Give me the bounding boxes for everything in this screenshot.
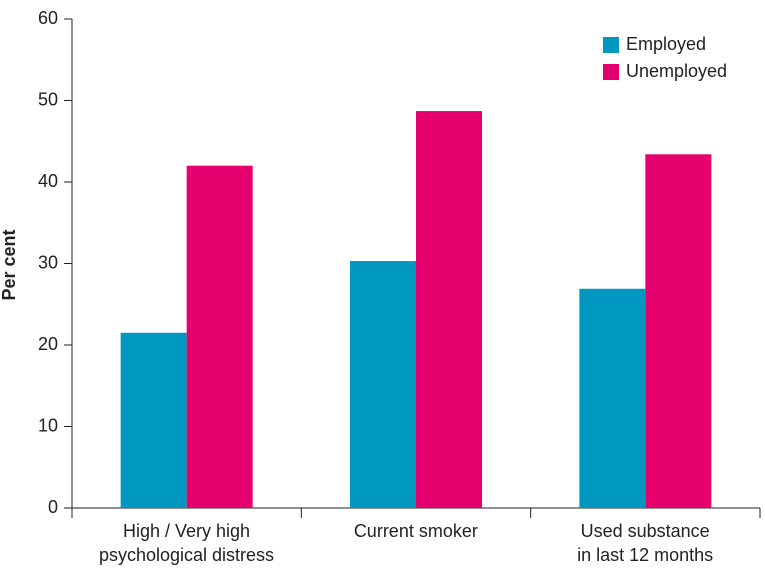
legend-swatch: [603, 37, 619, 53]
bar: [579, 288, 646, 508]
legend-label: Unemployed: [626, 61, 727, 81]
bar: [416, 111, 482, 508]
y-tick-label: 10: [38, 415, 58, 435]
bar: [186, 165, 253, 508]
x-tick-label: High / Very high psychological distress: [98, 521, 275, 565]
legend-swatch: [603, 64, 619, 80]
x-tick-label: Used substance in last 12 months: [577, 521, 714, 565]
y-tick-label: 60: [38, 8, 58, 28]
y-tick-label: 0: [48, 497, 58, 517]
legend-label: Employed: [626, 34, 706, 54]
y-axis-label: Per cent: [0, 229, 19, 300]
bar: [350, 261, 416, 508]
x-tick-label: Current smoker: [353, 521, 478, 541]
y-tick-label: 30: [38, 252, 58, 272]
y-tick-label: 20: [38, 334, 58, 354]
y-tick-label: 40: [38, 171, 58, 191]
bar: [120, 332, 187, 508]
y-tick-label: 50: [38, 89, 58, 109]
bar: [645, 154, 712, 509]
